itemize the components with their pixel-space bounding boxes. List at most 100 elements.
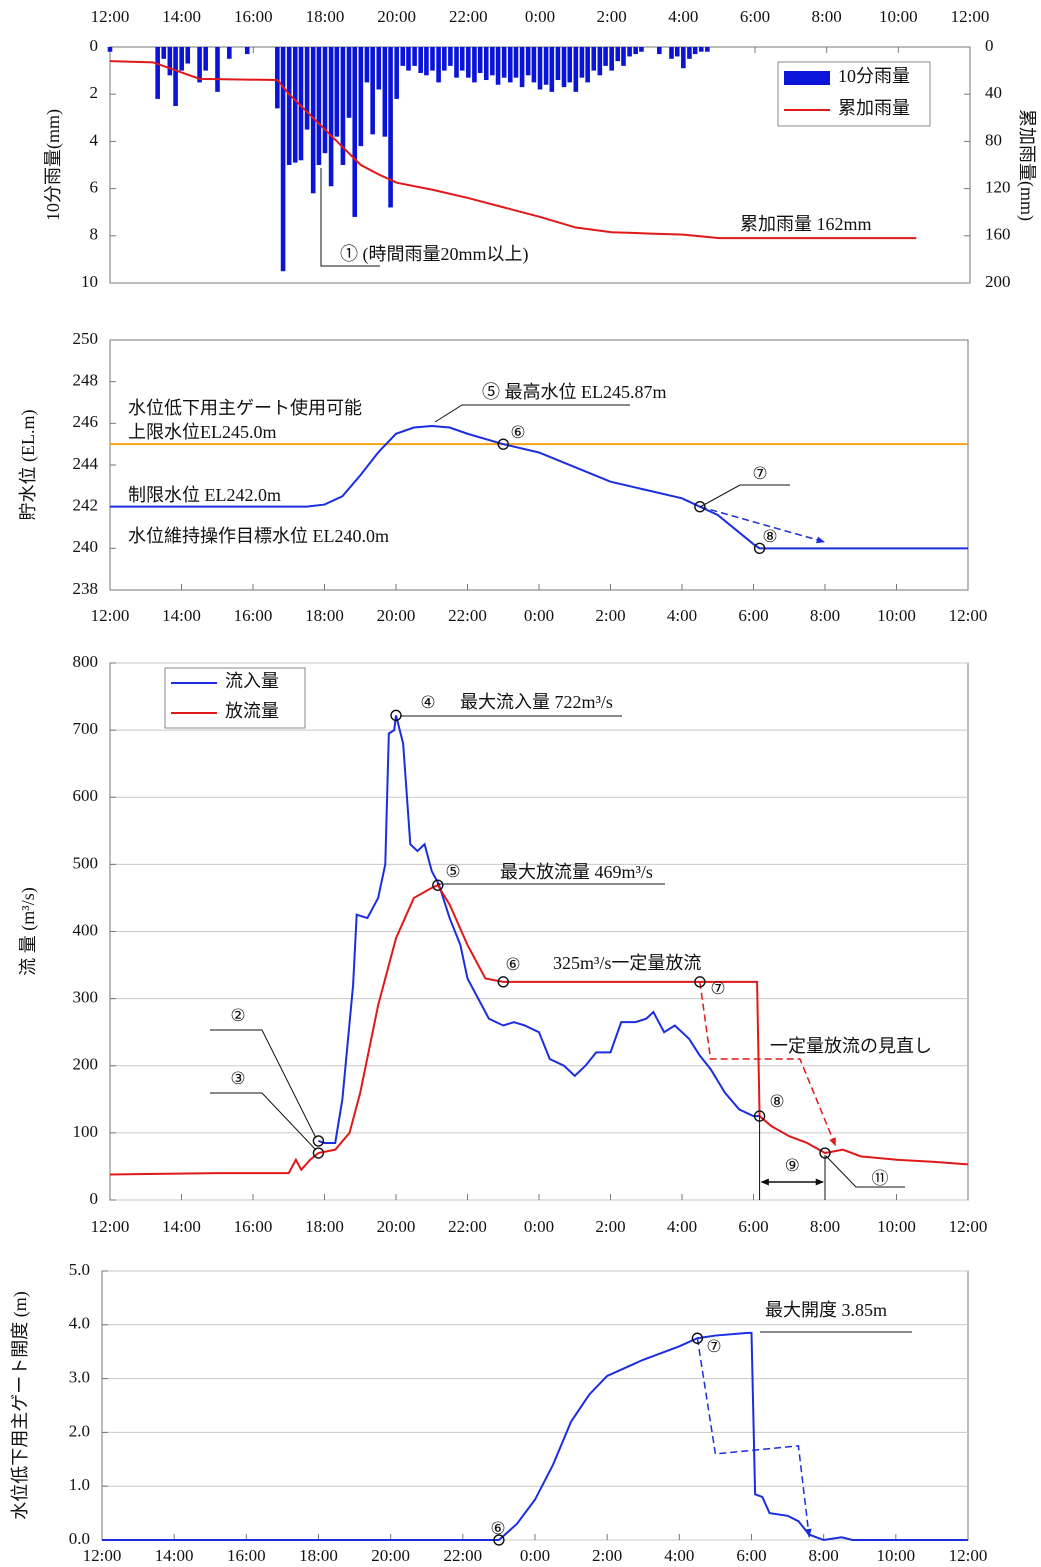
bar — [501, 47, 507, 78]
marker-label: ⑦ — [710, 979, 725, 998]
x-tick-label: 22:00 — [448, 606, 487, 625]
x-tick-label: 12:00 — [949, 1546, 988, 1565]
bar — [561, 47, 567, 88]
bar — [424, 47, 429, 76]
bar — [155, 47, 160, 99]
y-tick-label: 2.0 — [69, 1421, 90, 1440]
y2-tick-label: 40 — [985, 83, 1002, 102]
marker — [694, 976, 706, 988]
bar — [161, 47, 167, 59]
bar — [674, 47, 680, 57]
bar — [698, 47, 704, 52]
marker — [432, 879, 444, 891]
bar — [615, 47, 621, 62]
bar — [358, 47, 364, 147]
bar — [459, 47, 465, 71]
x-tick-label: 10:00 — [876, 1546, 915, 1565]
bar — [519, 47, 525, 88]
bar — [340, 47, 346, 165]
x-tick-label: 8:00 — [812, 7, 842, 26]
annotation: 最大放流量 469m³/s — [500, 862, 653, 882]
bar — [477, 47, 483, 73]
bar — [573, 47, 579, 92]
annotation: 最大流入量 722m³/s — [460, 692, 613, 712]
bar — [627, 47, 632, 57]
y-tick-label: 500 — [73, 853, 99, 872]
legend-label: 流入量 — [225, 671, 279, 691]
y-tick-label: 250 — [73, 329, 99, 348]
bar — [448, 47, 453, 66]
bar — [298, 47, 304, 161]
x-tick-label: 14:00 — [155, 1546, 194, 1565]
annotation: 一定量放流の見直し — [770, 1036, 932, 1056]
y-tick-label: 1.0 — [69, 1475, 90, 1494]
y-tick-label: 0 — [90, 36, 99, 55]
y-tick-label: 242 — [73, 496, 99, 515]
marker — [312, 1147, 325, 1159]
x-tick-label: 18:00 — [306, 7, 345, 26]
annotation: ① (時間雨量20mm以上) — [340, 244, 529, 265]
x-tick-label: 12:00 — [951, 7, 990, 26]
line — [109, 883, 969, 1176]
x-tick-label: 14:00 — [162, 606, 201, 625]
y-tick-label: 0.0 — [69, 1529, 90, 1548]
x-tick-label: 12:00 — [949, 1217, 988, 1236]
y2-tick-label: 160 — [985, 225, 1011, 244]
line — [102, 1331, 968, 1542]
bar — [227, 47, 232, 59]
y-axis-label: 貯水位 (EL.m) — [18, 410, 39, 521]
marker-label: ⑦ — [752, 464, 767, 483]
marker-label: ⑪ — [872, 1169, 889, 1188]
y-axis-label: 水位低下用主ゲート開度 (m) — [10, 1291, 31, 1520]
bar — [597, 47, 603, 76]
x-tick-label: 20:00 — [377, 7, 416, 26]
bar — [215, 47, 220, 92]
x-tick-label: 16:00 — [234, 1217, 273, 1236]
y-tick-label: 300 — [73, 988, 99, 1007]
annotation: ⑤ 最高水位 EL245.87m — [482, 382, 667, 402]
arrow-head — [829, 1137, 836, 1147]
legend-swatch — [784, 71, 830, 85]
bar — [400, 47, 406, 66]
x-tick-label: 14:00 — [162, 1217, 201, 1236]
x-tick-label: 8:00 — [809, 1546, 839, 1565]
bar — [322, 47, 328, 154]
y-tick-label: 200 — [73, 1055, 99, 1074]
bar — [692, 47, 698, 55]
x-tick-label: 10:00 — [877, 606, 916, 625]
x-tick-label: 4:00 — [667, 606, 697, 625]
x-tick-label: 2:00 — [595, 606, 625, 625]
bar — [334, 47, 340, 137]
annotation: 325m³/s一定量放流 — [553, 953, 701, 973]
bar — [466, 47, 471, 78]
y-tick-label: 238 — [73, 579, 99, 598]
bar — [442, 47, 447, 71]
x-tick-label: 4:00 — [664, 1546, 694, 1565]
marker-label: ⑥ — [490, 1519, 505, 1538]
marker-label: ⑧ — [762, 527, 777, 546]
bar — [328, 47, 334, 187]
x-tick-label: 6:00 — [738, 606, 768, 625]
y-tick-label: 600 — [73, 786, 99, 805]
bar — [681, 47, 686, 69]
bar — [286, 47, 292, 165]
bar — [531, 47, 537, 83]
y-tick-label: 240 — [73, 537, 99, 556]
arrow-head — [816, 536, 825, 544]
x-tick-label: 8:00 — [810, 606, 840, 625]
bar — [197, 47, 202, 83]
bar — [609, 47, 614, 71]
x-tick-label: 0:00 — [520, 1546, 550, 1565]
bar — [292, 47, 298, 163]
y-tick-label: 700 — [73, 719, 99, 738]
x-tick-label: 6:00 — [738, 1217, 768, 1236]
leader-line — [699, 484, 790, 508]
bar — [591, 47, 597, 71]
bar — [370, 47, 375, 135]
x-tick-label: 22:00 — [443, 1546, 482, 1565]
bar — [603, 47, 608, 66]
arrow-head — [815, 1178, 824, 1186]
annotation: 上限水位EL245.0m — [128, 422, 277, 442]
x-tick-label: 0:00 — [524, 606, 554, 625]
bar — [472, 47, 477, 83]
